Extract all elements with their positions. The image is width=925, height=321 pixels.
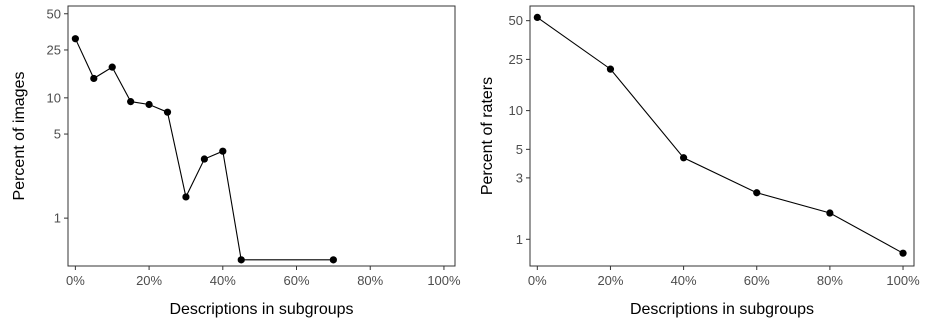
panel-2-y-tick-label: 10: [509, 103, 523, 118]
panel-2-data-point: [826, 209, 834, 217]
panel-1-series-line: [74, 38, 334, 261]
panel-2-x-tick-label: 60%: [744, 273, 770, 288]
panel-1-data-point: [163, 108, 172, 116]
panel-1-x-tick-label: 60%: [283, 273, 309, 288]
panel-1-data-point: [329, 256, 337, 264]
panel-2-series-line: [536, 16, 904, 254]
panel-1-data-point: [145, 100, 153, 109]
panel-2-y-tick-label: 5: [516, 142, 523, 157]
panel-2-data-point: [899, 249, 907, 257]
panel-1-data-point: [219, 147, 227, 155]
panel-1-data-point: [237, 256, 245, 264]
panel-1-y-axis-title: Percent of images: [11, 72, 28, 201]
panel-2-y-tick-label: 1: [516, 232, 523, 247]
panel-1-x-tick-label: 20%: [136, 273, 162, 288]
panel-1-data-point: [200, 155, 208, 163]
panel-2-x-tick-label: 40%: [671, 273, 697, 288]
panel-2-data-point: [753, 189, 761, 197]
panel-1-x-axis-title: Descriptions in subgroups: [169, 301, 353, 318]
panel-2-data-point: [533, 13, 541, 22]
panel-2-y-tick-label: 25: [509, 52, 523, 67]
panel-2-x-tick-label: 100%: [886, 273, 920, 288]
panel-2-y-tick-label: 50: [509, 13, 523, 28]
panel-1-data-point: [71, 35, 79, 43]
panel-1-data-point: [108, 63, 116, 71]
panel-1-x-tick-label: 80%: [357, 273, 383, 288]
panel-1-y-tick-label: 1: [54, 211, 61, 226]
panel-2-y-tick-label: 3: [516, 170, 523, 185]
panel-1-y-tick-label: 5: [54, 127, 61, 142]
panel-1-data-point: [127, 98, 135, 106]
panel-1-data-point: [182, 193, 190, 201]
panel-1-x-tick-label: 40%: [210, 273, 236, 288]
panel-2-x-tick-label: 80%: [817, 273, 843, 288]
panel-1-y-tick-label: 25: [47, 42, 61, 57]
panel-2-x-tick-label: 0%: [528, 273, 547, 288]
panel-1-x-tick-label: 100%: [427, 273, 461, 288]
panel-1-y-tick-label: 50: [47, 6, 61, 21]
panel-1-y-tick-label: 10: [47, 90, 61, 105]
panel-1-data-point: [90, 74, 98, 83]
panel-1-frame: [67, 5, 456, 267]
panel-2-frame: [529, 5, 915, 267]
panel-2-y-axis-title: Percent of raters: [479, 77, 496, 195]
panel-1-x-tick-label: 0%: [66, 273, 85, 288]
panel-2-data-point: [606, 65, 615, 73]
panel-2-x-axis-title: Descriptions in subgroups: [630, 301, 814, 318]
panel-2-x-tick-label: 20%: [597, 273, 623, 288]
panel-2-data-point: [680, 154, 688, 162]
